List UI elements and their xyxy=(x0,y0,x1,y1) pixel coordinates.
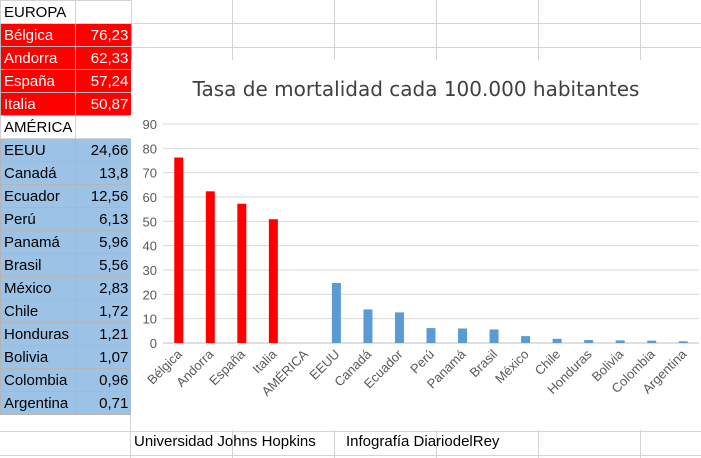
value-cell[interactable]: 0,96 xyxy=(75,368,133,392)
bar-brasil[interactable] xyxy=(489,329,499,343)
table-row: Honduras 1,21 xyxy=(0,322,133,346)
bar-españa[interactable] xyxy=(237,203,247,343)
country-name-cell[interactable]: Argentina xyxy=(0,391,77,415)
country-name-cell[interactable]: México xyxy=(0,276,77,300)
value-cell[interactable]: 1,21 xyxy=(75,322,133,346)
bar-honduras[interactable] xyxy=(584,340,594,343)
y-tick-label: 20 xyxy=(143,287,157,302)
bar-bolivia[interactable] xyxy=(615,340,625,343)
bar-panamá[interactable] xyxy=(458,328,468,343)
country-name-cell[interactable]: Chile xyxy=(0,299,77,323)
table-row: Colombia 0,96 xyxy=(0,368,133,392)
country-name-cell[interactable]: Andorra xyxy=(0,46,77,70)
table-row: Perú 6,13 xyxy=(0,207,133,231)
country-name-cell[interactable]: Ecuador xyxy=(0,184,77,208)
bar-ecuador[interactable] xyxy=(394,312,404,343)
x-tick-label: México xyxy=(492,347,532,387)
bar-eeuu[interactable] xyxy=(331,282,341,343)
table-row: México 2,83 xyxy=(0,276,133,300)
value-cell[interactable]: 76,23 xyxy=(75,23,133,47)
value-cell[interactable]: 1,72 xyxy=(75,299,133,323)
value-cell[interactable]: 57,24 xyxy=(75,69,133,93)
country-name-cell[interactable]: AMÉRICA xyxy=(0,115,77,139)
america-header-row: AMÉRICA xyxy=(0,115,133,139)
country-name-cell[interactable]: Italia xyxy=(0,92,77,116)
table-row: Andorra 62,33 xyxy=(0,46,133,70)
credit-cell[interactable]: Infografía DiariodelRey xyxy=(346,433,500,450)
country-name-cell[interactable]: Honduras xyxy=(0,322,77,346)
table-row: Bélgica 76,23 xyxy=(0,23,133,47)
y-tick-label: 60 xyxy=(143,190,157,205)
chart-title: Tasa de mortalidad cada 100.000 habitant… xyxy=(192,77,640,101)
country-name-cell[interactable]: Colombia xyxy=(0,368,77,392)
y-tick-label: 90 xyxy=(143,117,157,132)
value-cell[interactable]: 13,8 xyxy=(75,161,133,185)
bar-perú[interactable] xyxy=(426,328,436,343)
value-cell[interactable]: 1,07 xyxy=(75,345,133,369)
bar-andorra[interactable] xyxy=(205,191,215,343)
europe-header-row: EUROPA xyxy=(0,0,133,24)
country-name-cell[interactable]: Bolivia xyxy=(0,345,77,369)
mortality-chart[interactable]: Tasa de mortalidad cada 100.000 habitant… xyxy=(131,60,701,430)
table-row: Panamá 5,96 xyxy=(0,230,133,254)
source-cell[interactable]: Universidad Johns Hopkins xyxy=(134,433,316,450)
value-cell[interactable]: 2,83 xyxy=(75,276,133,300)
bar-bélgica[interactable] xyxy=(174,157,184,343)
value-cell[interactable]: 6,13 xyxy=(75,207,133,231)
value-cell[interactable]: 24,66 xyxy=(75,138,133,162)
value-cell[interactable]: 0,71 xyxy=(75,391,133,415)
y-tick-label: 0 xyxy=(150,336,157,351)
table-row: Ecuador 12,56 xyxy=(0,184,133,208)
table-row: Italia 50,87 xyxy=(0,92,133,116)
empty-cell[interactable] xyxy=(75,115,133,139)
country-table: EUROPA Bélgica 76,23 Andorra 62,33 España 57,2… xyxy=(0,0,133,415)
country-name-cell[interactable]: Perú xyxy=(0,207,77,231)
y-tick-label: 50 xyxy=(143,214,157,229)
value-cell[interactable]: 5,96 xyxy=(75,230,133,254)
y-tick-label: 10 xyxy=(143,312,157,327)
empty-cell[interactable] xyxy=(75,0,133,24)
bar-méxico[interactable] xyxy=(521,336,531,343)
table-row: EEUU 24,66 xyxy=(0,138,133,162)
table-row: Brasil 5,56 xyxy=(0,253,133,277)
table-row: Argentina 0,71 xyxy=(0,391,133,415)
country-name-cell[interactable]: EEUU xyxy=(0,138,77,162)
bar-italia[interactable] xyxy=(268,219,278,343)
bar-colombia[interactable] xyxy=(647,340,657,343)
table-row: Bolivia 1,07 xyxy=(0,345,133,369)
table-row: Chile 1,72 xyxy=(0,299,133,323)
value-cell[interactable]: 12,56 xyxy=(75,184,133,208)
country-name-cell[interactable]: Panamá xyxy=(0,230,77,254)
value-cell[interactable]: 62,33 xyxy=(75,46,133,70)
country-name-cell[interactable]: Bélgica xyxy=(0,23,77,47)
bar-canadá[interactable] xyxy=(363,309,373,343)
country-name-cell[interactable]: España xyxy=(0,69,77,93)
value-cell[interactable]: 50,87 xyxy=(75,92,133,116)
table-row: España 57,24 xyxy=(0,69,133,93)
y-tick-label: 80 xyxy=(143,141,157,156)
bar-argentina[interactable] xyxy=(678,341,688,343)
country-name-cell[interactable]: EUROPA xyxy=(0,0,77,24)
table-row: Canadá 13,8 xyxy=(0,161,133,185)
y-tick-label: 40 xyxy=(143,239,157,254)
country-name-cell[interactable]: Canadá xyxy=(0,161,77,185)
x-tick-label: España xyxy=(206,346,248,388)
y-tick-label: 70 xyxy=(143,166,157,181)
value-cell[interactable]: 5,56 xyxy=(75,253,133,277)
country-name-cell[interactable]: Brasil xyxy=(0,253,77,277)
bar-chile[interactable] xyxy=(552,338,562,343)
y-tick-label: 30 xyxy=(143,263,157,278)
